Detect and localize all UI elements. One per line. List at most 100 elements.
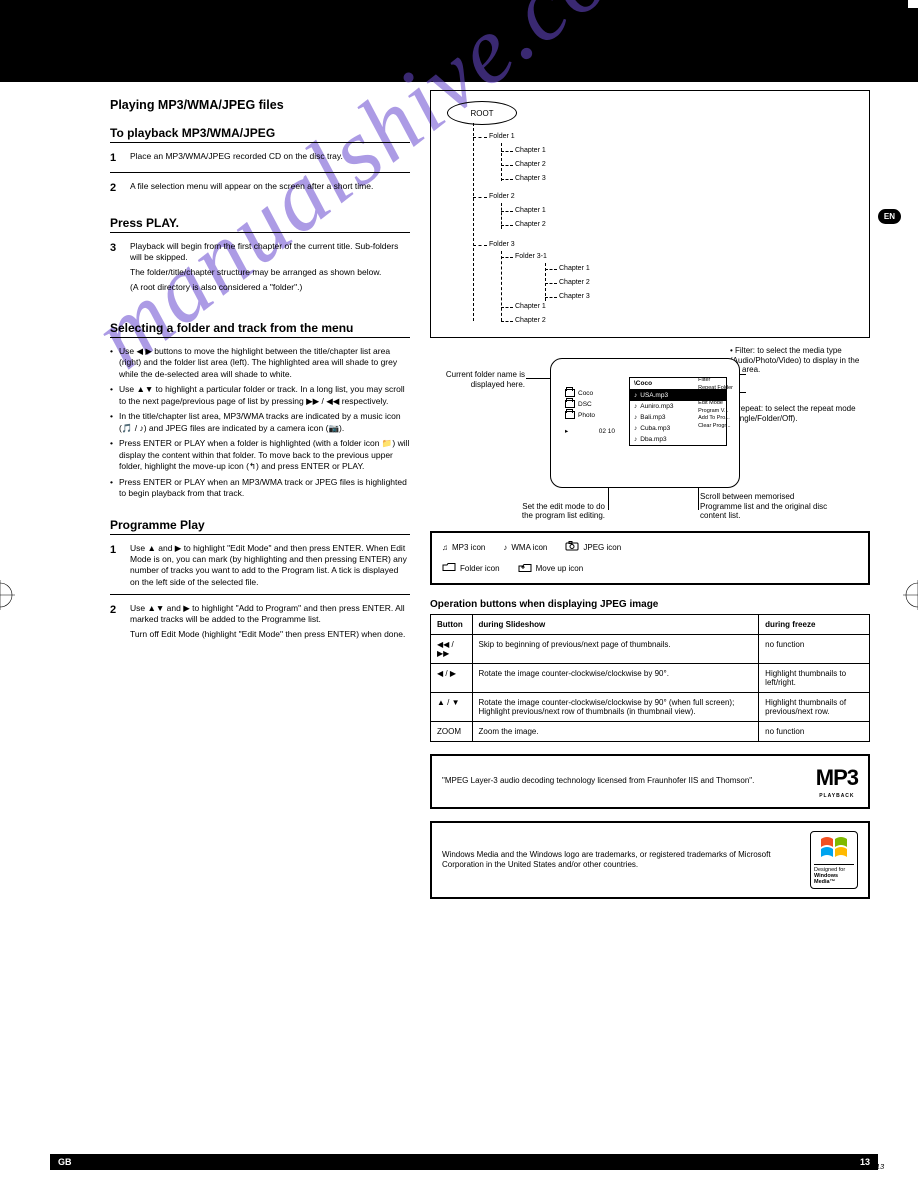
- top-black-bar: [0, 0, 918, 82]
- bullet-text: In the title/chapter list area, MP3/WMA …: [119, 411, 410, 434]
- tree-label: Chapter 1: [515, 207, 546, 214]
- list-item: USA.mp3: [640, 392, 668, 399]
- step-num: 3: [110, 241, 124, 297]
- legend-label: Move up icon: [536, 564, 584, 573]
- caption-editmode: Set the edit mode to do the program list…: [510, 502, 605, 521]
- td: ▲ / ▼: [431, 693, 473, 722]
- legend-label: JPEG icon: [583, 543, 621, 552]
- bullet: •Use ▲▼ to highlight a particular folder…: [110, 384, 410, 407]
- section-title: Playing MP3/WMA/JPEG files: [110, 98, 410, 112]
- legend-label: MP3 icon: [452, 543, 485, 552]
- notice-text: Windows Media and the Windows logo are t…: [442, 850, 800, 871]
- divider: [110, 142, 410, 143]
- th: during Slideshow: [472, 615, 759, 635]
- side-item: Mode Nor...: [698, 392, 733, 400]
- td: Rotate the image counter-clockwise/clock…: [472, 693, 759, 722]
- td: no function: [759, 635, 870, 664]
- tree-label: Chapter 2: [515, 161, 546, 168]
- notice-text: "MPEG Layer-3 audio decoding technology …: [442, 776, 806, 786]
- mp3-license-notice: "MPEG Layer-3 audio decoding technology …: [430, 754, 870, 809]
- jpeg-buttons-table: Button during Slideshow during freeze ◀◀…: [430, 614, 870, 742]
- step-2: 2 A file selection menu will appear on t…: [110, 181, 410, 196]
- side-item: Repeat Folder: [698, 385, 733, 393]
- list-item: Auniro.mp3: [640, 403, 673, 410]
- side-item: Program V...: [698, 408, 733, 416]
- table-row: ◀ / ▶Rotate the image counter-clockwise/…: [431, 664, 870, 693]
- jpeg-icon: [565, 541, 579, 553]
- left-column: Playing MP3/WMA/JPEG files To playback M…: [110, 98, 410, 651]
- folder-icon: [565, 411, 575, 419]
- bullet-text: Press ENTER or PLAY when an MP3/WMA trac…: [119, 477, 410, 500]
- crop-mark-left: [0, 580, 15, 610]
- tree-label: Chapter 2: [559, 279, 590, 286]
- td: ◀◀ / ▶▶: [431, 635, 473, 664]
- folder-icon: [565, 400, 575, 408]
- td: ◀ / ▶: [431, 664, 473, 693]
- bullet-text: Use ▲▼ to highlight a particular folder …: [119, 384, 410, 407]
- mp3-icon: ♫: [442, 543, 448, 552]
- footer-right: 13: [860, 1157, 870, 1167]
- wma-icon: ♪: [503, 543, 507, 552]
- badge-text: Designed for Windows Media™: [814, 864, 854, 885]
- bullet: •In the title/chapter list area, MP3/WMA…: [110, 411, 410, 434]
- mp3-logo-text: MP3: [816, 764, 858, 793]
- step-num: 1: [110, 543, 124, 589]
- caption-filter: • Filter: to select the media type (Audi…: [730, 346, 860, 375]
- bullet: •Use ◀ ▶ buttons to move the highlight b…: [110, 346, 410, 380]
- folder-icon: [565, 389, 575, 397]
- screen-folder-list: Coco DSC Photo ▸02 10: [565, 389, 615, 438]
- side-item: Edit Mode: [698, 400, 733, 408]
- th: during freeze: [759, 615, 870, 635]
- table-header-row: Button during Slideshow during freeze: [431, 615, 870, 635]
- subheading-selecting: Selecting a folder and track from the me…: [110, 321, 410, 335]
- mp3-logo: MP3 PLAYBACK: [816, 764, 858, 799]
- divider: [110, 534, 410, 535]
- legend-label: Folder icon: [460, 564, 500, 573]
- para: Turn off Edit Mode (highlight "Edit Mode…: [130, 629, 410, 640]
- td: no function: [759, 722, 870, 742]
- page-body: Playing MP3/WMA/JPEG files To playback M…: [50, 90, 878, 1158]
- list-item: DSC: [578, 401, 592, 408]
- tree-label: Chapter 3: [515, 175, 546, 182]
- step-text: Use ▲ and ▶ to highlight "Edit Mode" and…: [130, 543, 410, 589]
- divider: [110, 232, 410, 233]
- moveup-icon: [518, 561, 532, 575]
- td: Zoom the image.: [472, 722, 759, 742]
- divider: [110, 172, 410, 173]
- prog-step-2: 2 Use ▲▼ and ▶ to highlight "Add to Prog…: [110, 603, 410, 644]
- th: Button: [431, 615, 473, 635]
- list-item: Dba.mp3: [640, 436, 666, 443]
- tree-label: Chapter 1: [515, 303, 546, 310]
- folder-icon: [442, 562, 456, 574]
- side-item: Clear Progr...: [698, 423, 733, 431]
- caption-program: Scroll between memorised Programme list …: [700, 492, 830, 521]
- screen-diagram: Current folder name is displayed here. •…: [430, 346, 870, 521]
- windows-media-notice: Windows Media and the Windows logo are t…: [430, 821, 870, 899]
- step-text: A file selection menu will appear on the…: [130, 181, 373, 196]
- crop-mark-right: [903, 580, 918, 610]
- table-row: ▲ / ▼Rotate the image counter-clockwise/…: [431, 693, 870, 722]
- step-1: 1 Place an MP3/WMA/JPEG recorded CD on t…: [110, 151, 410, 166]
- td: Rotate the image counter-clockwise/clock…: [472, 664, 759, 693]
- list-item: Cuba.mp3: [640, 425, 670, 432]
- screen-side-menu: Filter Repeat Folder Mode Nor... Edit Mo…: [698, 377, 733, 431]
- caption-left: Current folder name is displayed here.: [430, 370, 525, 389]
- tree-label: Chapter 3: [559, 293, 590, 300]
- tree-label: Chapter 2: [515, 317, 546, 324]
- table-row: ZOOMZoom the image.no function: [431, 722, 870, 742]
- step-text: Playback will begin from the first chapt…: [130, 241, 410, 297]
- side-item: Filter: [698, 377, 733, 385]
- footer-bar: GB 13: [50, 1154, 878, 1170]
- step-3: 3 Playback will begin from the first cha…: [110, 241, 410, 297]
- tree-label: Folder 3: [489, 241, 515, 248]
- step-num: 1: [110, 151, 124, 166]
- footer-left: GB: [58, 1157, 72, 1167]
- tree-label: Chapter 2: [515, 221, 546, 228]
- root-oval: ROOT: [447, 101, 517, 125]
- prog-step-1: 1 Use ▲ and ▶ to highlight "Edit Mode" a…: [110, 543, 410, 589]
- tree-label: Folder 2: [489, 193, 515, 200]
- list-header: \Coco: [634, 380, 652, 387]
- para: The folder/title/chapter structure may b…: [130, 267, 410, 278]
- legend-label: WMA icon: [511, 543, 547, 552]
- subheading-playback: To playback MP3/WMA/JPEG: [110, 126, 410, 140]
